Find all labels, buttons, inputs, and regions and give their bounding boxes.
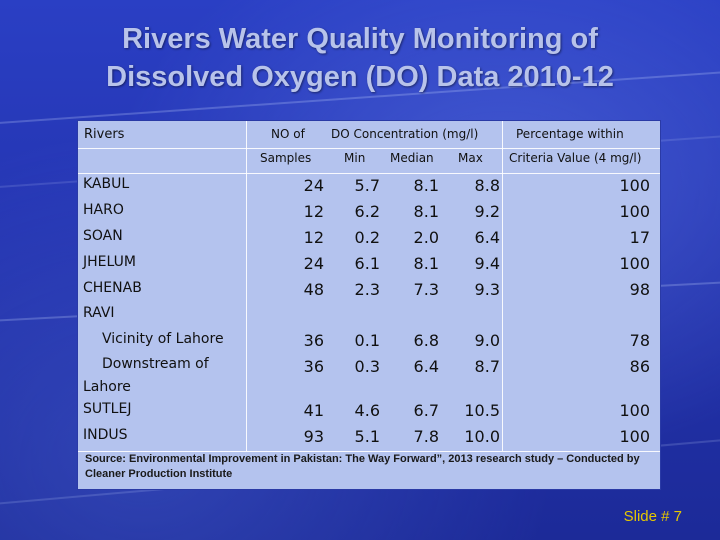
header-divider (78, 148, 660, 149)
min-value: 6.2 (354, 202, 380, 221)
median-value: 7.3 (413, 280, 439, 299)
samples-value: 36 (303, 331, 324, 350)
median-value: 2.0 (413, 228, 439, 247)
min-value: 0.1 (354, 331, 380, 350)
do-data-table: Rivers NO of Samples DO Concentration (m… (77, 120, 661, 490)
percentage-value: 98 (629, 280, 650, 299)
min-value: 2.3 (354, 280, 380, 299)
samples-value: 36 (303, 357, 324, 376)
river-name-continued: Lahore (83, 379, 131, 395)
header-min: Min (344, 151, 366, 165)
min-value: 0.3 (354, 357, 380, 376)
min-value: 4.6 (354, 401, 380, 420)
header-max: Max (458, 151, 483, 165)
percentage-value: 100 (619, 401, 650, 420)
header-percentage-within: Percentage within (516, 127, 624, 141)
header-samples: Samples (260, 151, 312, 165)
median-value: 8.1 (413, 202, 439, 221)
river-name: CHENAB (83, 280, 142, 296)
river-name: JHELUM (83, 254, 136, 270)
percentage-value: 100 (619, 176, 650, 195)
samples-value: 12 (303, 228, 324, 247)
river-name: SUTLEJ (83, 401, 132, 417)
percentage-value: 100 (619, 202, 650, 221)
header-no-of: NO of (271, 127, 305, 141)
median-value: 8.1 (413, 176, 439, 195)
min-value: 0.2 (354, 228, 380, 247)
slide-title-line-1: Rivers Water Quality Monitoring of (122, 23, 598, 55)
river-name: HARO (83, 202, 124, 218)
column-divider (502, 121, 503, 451)
column-divider (246, 121, 247, 451)
source-divider (78, 451, 660, 452)
river-name: INDUS (83, 427, 128, 443)
slide-title: Rivers Water Quality Monitoring of Disso… (0, 20, 720, 96)
header-rivers: Rivers (84, 127, 125, 142)
median-value: 6.4 (413, 357, 439, 376)
samples-value: 93 (303, 427, 324, 446)
river-name: KABUL (83, 176, 130, 192)
percentage-value: 100 (619, 427, 650, 446)
max-value: 6.4 (474, 228, 500, 247)
max-value: 10.5 (464, 401, 500, 420)
min-value: 5.7 (354, 176, 380, 195)
max-value: 8.7 (474, 357, 500, 376)
river-group-name: RAVI (83, 305, 115, 321)
min-value: 6.1 (354, 254, 380, 273)
samples-value: 24 (303, 176, 324, 195)
max-value: 9.0 (474, 331, 500, 350)
max-value: 9.3 (474, 280, 500, 299)
max-value: 8.8 (474, 176, 500, 195)
samples-value: 24 (303, 254, 324, 273)
min-value: 5.1 (354, 427, 380, 446)
percentage-value: 78 (629, 331, 650, 350)
samples-value: 12 (303, 202, 324, 221)
river-name: Downstream of (102, 356, 209, 372)
max-value: 10.0 (464, 427, 500, 446)
percentage-value: 17 (629, 228, 650, 247)
header-bottom-divider (78, 173, 660, 174)
samples-value: 41 (303, 401, 324, 420)
median-value: 6.7 (413, 401, 439, 420)
percentage-value: 100 (619, 254, 650, 273)
median-value: 7.8 (413, 427, 439, 446)
max-value: 9.2 (474, 202, 500, 221)
slide-title-line-2: Dissolved Oxygen (DO) Data 2010-12 (106, 61, 614, 93)
max-value: 9.4 (474, 254, 500, 273)
header-do-concentration: DO Concentration (mg/l) (331, 127, 479, 141)
source-note: Source: Environmental Improvement in Pak… (85, 453, 640, 480)
percentage-value: 86 (629, 357, 650, 376)
median-value: 6.8 (413, 331, 439, 350)
river-name: Vicinity of Lahore (102, 331, 224, 347)
slide-number: Slide # 7 (623, 508, 682, 525)
river-name: SOAN (83, 228, 123, 244)
header-criteria-value: Criteria Value (4 mg/l) (509, 151, 642, 165)
median-value: 8.1 (413, 254, 439, 273)
header-median: Median (390, 151, 434, 165)
samples-value: 48 (303, 280, 324, 299)
